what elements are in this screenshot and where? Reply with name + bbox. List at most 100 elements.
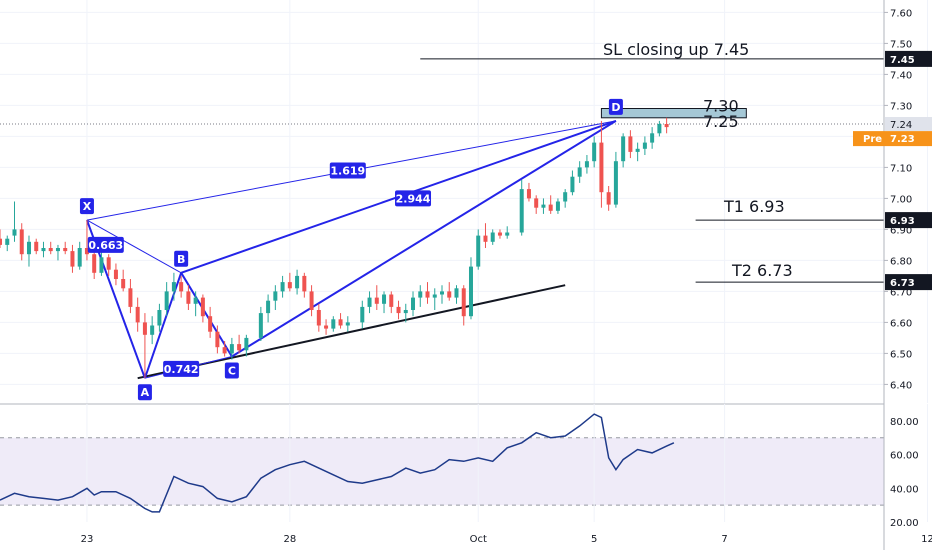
candle-body[interactable] (229, 344, 234, 354)
candle-body[interactable] (628, 136, 633, 152)
candle-body[interactable] (592, 142, 597, 162)
candle-body[interactable] (374, 297, 379, 304)
candle-body[interactable] (171, 282, 176, 292)
candle-body[interactable] (577, 167, 582, 177)
candle-body[interactable] (447, 291, 452, 298)
candle-body[interactable] (389, 294, 394, 307)
candle-body[interactable] (34, 241, 39, 252)
candle-body[interactable] (599, 142, 604, 193)
time-axis[interactable]: 2328Oct571214 (81, 534, 932, 545)
candle-body[interactable] (295, 275, 300, 289)
candle-body[interactable] (193, 297, 198, 304)
candle-body[interactable] (99, 257, 104, 273)
candle-body[interactable] (360, 306, 365, 323)
candle-body[interactable] (432, 294, 437, 298)
candle-body[interactable] (208, 316, 213, 332)
candle-body[interactable] (48, 248, 53, 252)
candle-body[interactable] (200, 297, 205, 317)
candle-body[interactable] (113, 269, 118, 279)
candle-body[interactable] (338, 319, 343, 326)
candle-body[interactable] (84, 248, 89, 255)
candle-body[interactable] (0, 238, 2, 245)
candle-body[interactable] (19, 229, 24, 255)
candle-body[interactable] (215, 331, 220, 348)
pattern-leg-cd[interactable] (231, 120, 617, 358)
candle-body[interactable] (150, 325, 155, 335)
candle-body[interactable] (468, 266, 473, 317)
candle-body[interactable] (324, 325, 329, 329)
candle-body[interactable] (642, 142, 647, 149)
candle-body[interactable] (128, 288, 133, 307)
candle-body[interactable] (519, 189, 524, 233)
candle-body[interactable] (483, 235, 488, 242)
pattern-diag-xb[interactable] (86, 219, 182, 274)
candle-body[interactable] (635, 148, 640, 152)
candle-body[interactable] (526, 189, 531, 199)
candle-body[interactable] (135, 306, 140, 323)
candle-body[interactable] (77, 248, 82, 267)
candle-body[interactable] (534, 198, 539, 208)
candle-body[interactable] (657, 124, 662, 134)
candle-body[interactable] (121, 279, 126, 289)
candle-body[interactable] (186, 291, 191, 304)
candle-body[interactable] (302, 275, 307, 292)
candle-body[interactable] (584, 161, 589, 168)
candle-body[interactable] (411, 297, 416, 310)
candle-body[interactable] (570, 176, 575, 193)
candle-body[interactable] (345, 322, 350, 326)
candle-body[interactable] (382, 294, 387, 304)
candles[interactable] (0, 117, 669, 379)
candle-body[interactable] (5, 238, 10, 245)
candle-body[interactable] (505, 232, 510, 236)
candle-body[interactable] (555, 201, 560, 211)
price-pane[interactable] (0, 0, 884, 403)
candle-body[interactable] (309, 291, 314, 310)
rsi-axis[interactable]: 80.00 60.00 40.00 20.00 (890, 417, 919, 529)
rsi-pane[interactable] (0, 404, 932, 522)
candle-body[interactable] (440, 291, 444, 295)
pattern-leg-bc[interactable] (180, 272, 233, 358)
candle-body[interactable] (497, 232, 502, 236)
candle-body[interactable] (222, 347, 227, 354)
candle-body[interactable] (244, 337, 249, 351)
candle-body[interactable] (258, 313, 263, 338)
candle-body[interactable] (425, 291, 430, 298)
candle-body[interactable] (26, 241, 31, 255)
candle-body[interactable] (548, 204, 553, 211)
rsi-line[interactable] (0, 413, 675, 513)
candle-body[interactable] (461, 288, 466, 317)
candle-body[interactable] (41, 248, 46, 252)
candle-body[interactable] (12, 229, 17, 236)
candle-body[interactable] (106, 257, 111, 270)
candle-body[interactable] (266, 300, 271, 314)
candle-body[interactable] (613, 161, 618, 205)
candle-body[interactable] (179, 282, 184, 292)
candle-body[interactable] (331, 319, 336, 329)
candle-body[interactable] (664, 124, 669, 128)
candle-body[interactable] (164, 291, 169, 310)
candle-body[interactable] (92, 254, 97, 273)
candle-body[interactable] (287, 282, 292, 289)
candle-body[interactable] (418, 291, 423, 298)
candle-body[interactable] (157, 310, 162, 326)
candle-body[interactable] (490, 232, 495, 242)
candle-body[interactable] (403, 310, 408, 314)
candle-body[interactable] (476, 235, 481, 267)
candle-body[interactable] (621, 136, 626, 162)
candle-body[interactable] (454, 288, 459, 298)
candle-body[interactable] (70, 251, 75, 267)
candle-body[interactable] (237, 344, 242, 351)
candle-body[interactable] (606, 192, 611, 205)
candle-body[interactable] (650, 133, 655, 143)
candle-body[interactable] (541, 204, 546, 208)
candle-body[interactable] (55, 248, 60, 252)
resistance-zone-rect[interactable] (600, 108, 747, 119)
candle-body[interactable] (316, 310, 321, 326)
candle-body[interactable] (396, 306, 401, 314)
candle-body[interactable] (63, 248, 68, 252)
candle-body[interactable] (563, 192, 568, 202)
candle-body[interactable] (273, 291, 278, 301)
candle-body[interactable] (367, 297, 372, 307)
candle-body[interactable] (280, 282, 285, 292)
